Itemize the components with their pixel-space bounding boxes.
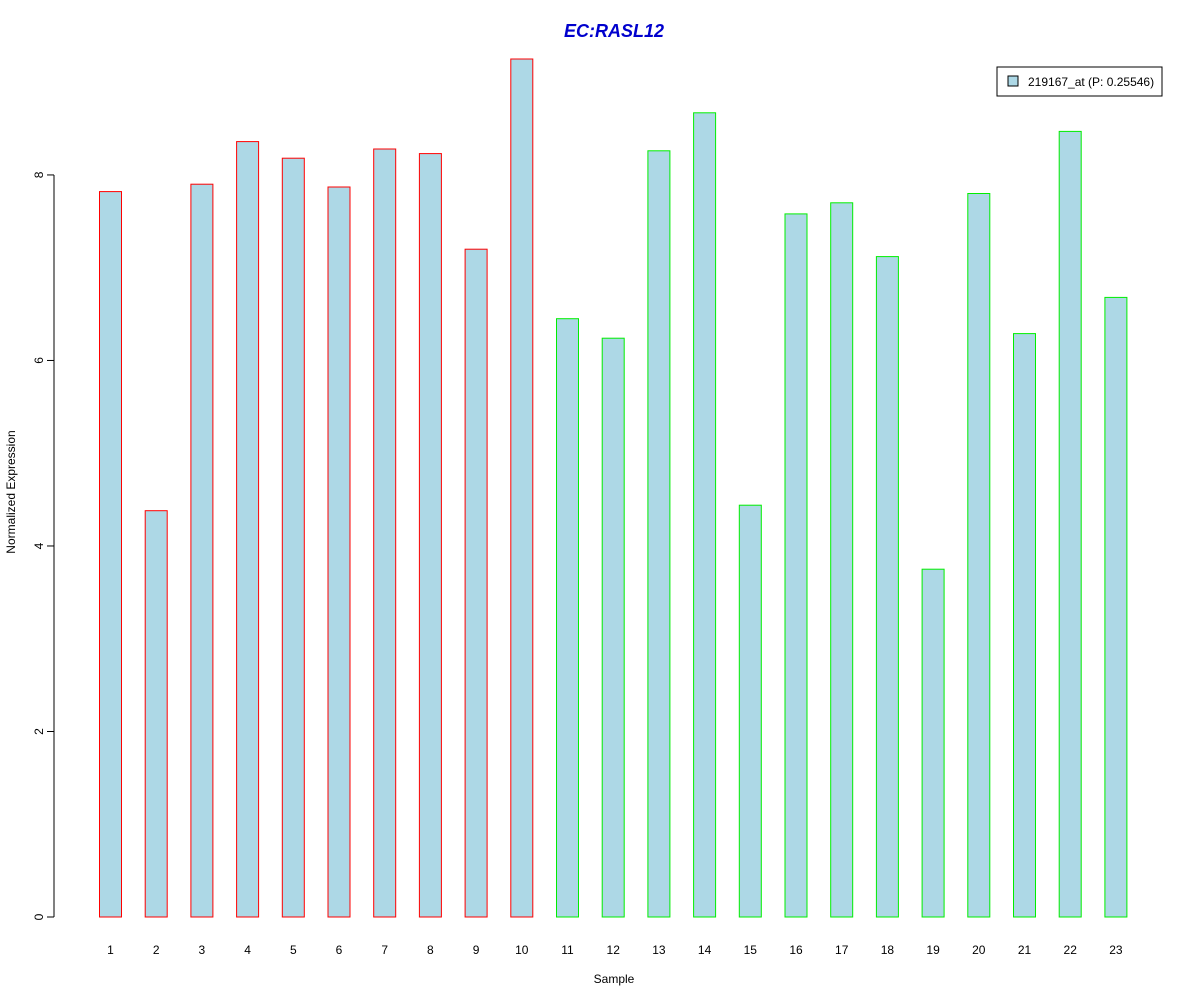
- y-axis-label: Normalized Expression: [4, 430, 18, 553]
- bars: [99, 58, 1128, 918]
- x-tick-label: 2: [153, 943, 160, 957]
- bar-sample-23: [1104, 296, 1128, 918]
- bar-sample-7: [373, 148, 397, 918]
- x-tick-labels: 1 2 3 4 5 6 7 8 9 10 11 12 13 14 15 16 17 18 19 20 21 22 23: [107, 943, 1123, 957]
- x-tick-label: 4: [244, 943, 251, 957]
- bar-sample-1: [99, 191, 122, 918]
- x-tick-label: 7: [381, 943, 388, 957]
- y-axis: 0 2 4 6 8: [32, 171, 55, 920]
- bar-sample-4: [236, 141, 260, 918]
- bar-sample-22: [1058, 130, 1082, 918]
- x-tick-label: 14: [698, 943, 712, 957]
- bar-sample-14: [693, 112, 717, 918]
- y-tick-label: 4: [32, 542, 46, 549]
- bar-sample-16: [784, 213, 808, 918]
- x-tick-label: 16: [789, 943, 803, 957]
- bar-sample-10: [510, 58, 534, 918]
- legend-label: 219167_at (P: 0.25546): [1028, 75, 1154, 89]
- x-tick-label: 23: [1109, 943, 1123, 957]
- x-tick-label: 18: [881, 943, 895, 957]
- x-tick-label: 8: [427, 943, 434, 957]
- y-tick-label: 8: [32, 171, 46, 178]
- y-tick-label: 6: [32, 357, 46, 364]
- x-tick-label: 12: [607, 943, 621, 957]
- bar-sample-6: [327, 186, 351, 918]
- bar-sample-19: [921, 568, 945, 918]
- bar-sample-20: [967, 193, 991, 918]
- x-axis-label: Sample: [594, 972, 635, 986]
- bar-sample-2: [144, 510, 168, 918]
- x-tick-label: 1: [107, 943, 114, 957]
- legend-swatch: [1007, 75, 1019, 87]
- x-tick-label: 5: [290, 943, 297, 957]
- x-tick-label: 22: [1064, 943, 1078, 957]
- bar-sample-13: [647, 150, 671, 918]
- x-tick-label: 21: [1018, 943, 1032, 957]
- x-tick-label: 17: [835, 943, 849, 957]
- bar-sample-12: [601, 337, 625, 918]
- bar-sample-18: [875, 256, 899, 918]
- x-tick-label: 6: [336, 943, 343, 957]
- x-tick-label: 20: [972, 943, 986, 957]
- bar-sample-15: [738, 504, 762, 918]
- x-tick-label: 11: [561, 943, 574, 957]
- x-tick-label: 15: [744, 943, 758, 957]
- y-tick-label: 0: [32, 913, 46, 920]
- legend: 219167_at (P: 0.25546): [996, 66, 1163, 97]
- x-tick-label: 10: [515, 943, 529, 957]
- bar-sample-21: [1013, 333, 1036, 918]
- x-tick-label: 19: [926, 943, 940, 957]
- bar-sample-11: [556, 318, 579, 918]
- bar-sample-17: [830, 202, 854, 918]
- bar-sample-3: [190, 183, 214, 918]
- x-tick-label: 13: [652, 943, 666, 957]
- bar-sample-5: [281, 157, 305, 918]
- chart-title: EC:RASL12: [564, 21, 664, 41]
- x-tick-label: 9: [473, 943, 480, 957]
- bar-sample-9: [464, 248, 488, 918]
- bar-sample-8: [418, 153, 442, 918]
- x-tick-label: 3: [199, 943, 206, 957]
- legend-box: [996, 66, 1163, 97]
- y-tick-label: 2: [32, 728, 46, 735]
